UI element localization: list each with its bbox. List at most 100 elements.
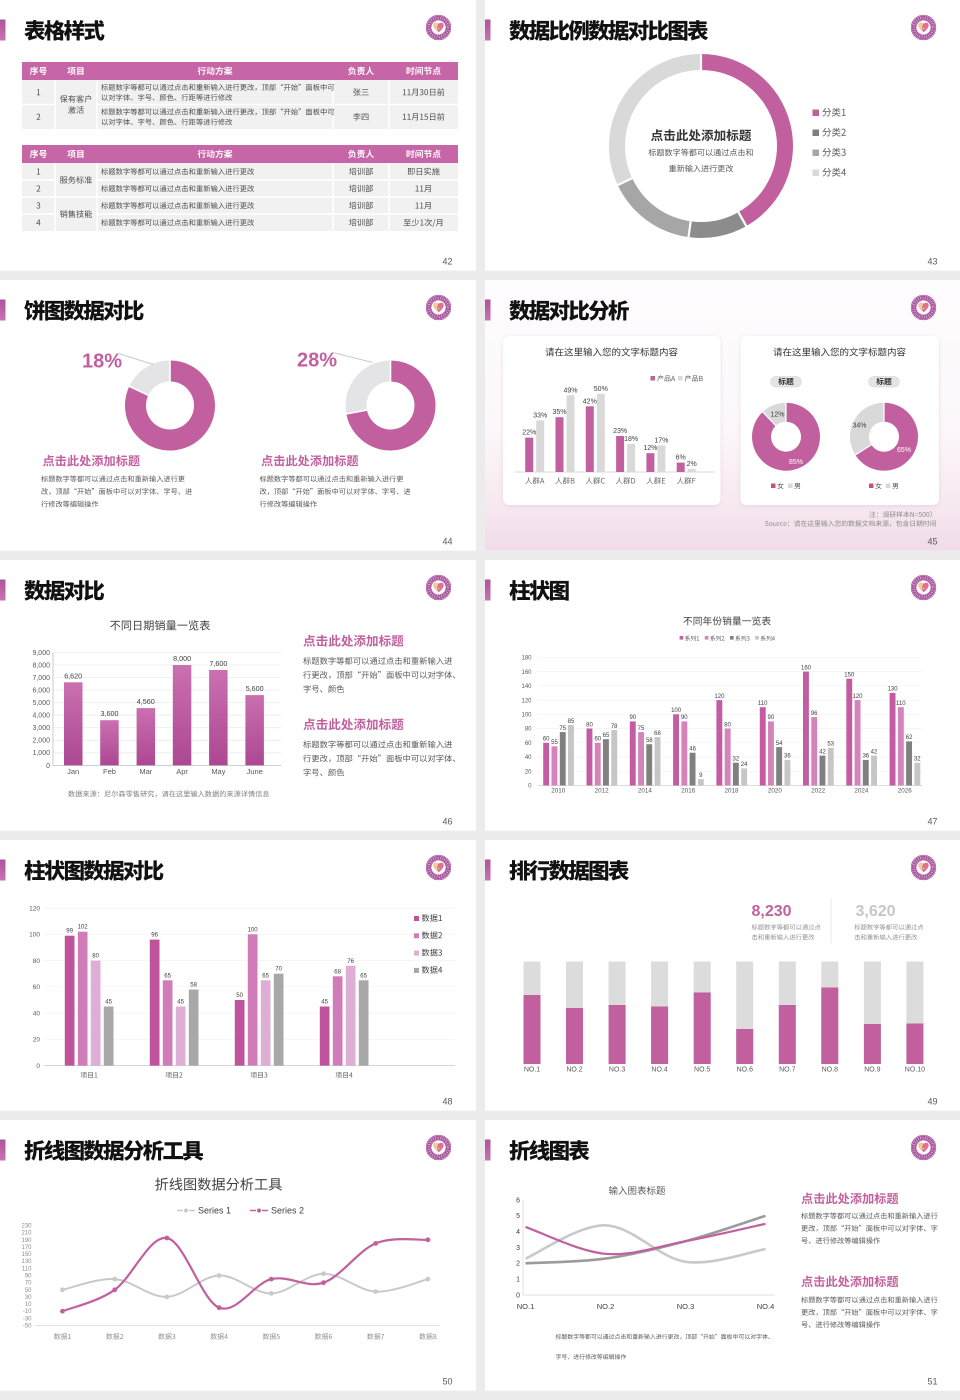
svg-text:2,000: 2,000 xyxy=(32,738,50,745)
svg-text:130: 130 xyxy=(887,687,898,693)
svg-text:30: 30 xyxy=(25,1295,32,1301)
svg-text:1: 1 xyxy=(516,1277,520,1284)
svg-text:-50: -50 xyxy=(23,1324,32,1330)
svg-text:68: 68 xyxy=(654,731,661,737)
svg-text:60: 60 xyxy=(33,984,41,991)
svg-text:3,620: 3,620 xyxy=(855,903,895,920)
svg-text:54: 54 xyxy=(775,741,782,747)
svg-text:160: 160 xyxy=(521,670,532,676)
svg-text:6,620: 6,620 xyxy=(64,671,82,680)
svg-text:NO.1: NO.1 xyxy=(523,1067,539,1074)
svg-text:180: 180 xyxy=(521,656,532,662)
svg-text:4,560: 4,560 xyxy=(137,697,155,706)
svg-text:90: 90 xyxy=(680,715,687,721)
svg-text:160: 160 xyxy=(800,665,811,671)
svg-text:32: 32 xyxy=(732,757,739,763)
svg-text:36: 36 xyxy=(862,754,869,760)
svg-text:42%: 42% xyxy=(582,398,596,405)
svg-text:50: 50 xyxy=(236,993,243,999)
svg-text:120: 120 xyxy=(852,694,863,700)
svg-text:120: 120 xyxy=(521,698,532,704)
svg-text:24: 24 xyxy=(740,762,747,768)
svg-text:18%: 18% xyxy=(624,436,638,443)
svg-text:80: 80 xyxy=(33,958,41,965)
svg-text:62: 62 xyxy=(905,735,912,741)
svg-text:20: 20 xyxy=(33,1037,41,1044)
svg-text:75: 75 xyxy=(637,726,644,732)
svg-text:NO.1: NO.1 xyxy=(516,1302,534,1311)
svg-text:102: 102 xyxy=(78,925,89,931)
svg-text:18%: 18% xyxy=(82,351,122,373)
svg-text:2020: 2020 xyxy=(767,787,782,794)
svg-text:3,000: 3,000 xyxy=(32,725,50,732)
svg-text:80: 80 xyxy=(524,727,531,733)
svg-text:70: 70 xyxy=(275,967,282,973)
svg-text:85: 85 xyxy=(567,719,574,725)
svg-text:NO.10: NO.10 xyxy=(904,1067,924,1074)
svg-text:65: 65 xyxy=(360,973,367,979)
svg-text:-30: -30 xyxy=(23,1316,32,1322)
svg-text:2012: 2012 xyxy=(594,787,609,794)
svg-text:53: 53 xyxy=(827,742,834,748)
svg-text:0: 0 xyxy=(36,1063,40,1070)
svg-text:78: 78 xyxy=(610,724,617,730)
svg-text:2024: 2024 xyxy=(854,787,869,794)
svg-text:58: 58 xyxy=(645,738,652,744)
svg-text:80: 80 xyxy=(724,722,731,728)
svg-text:90: 90 xyxy=(25,1274,32,1280)
svg-text:47: 47 xyxy=(927,817,937,827)
svg-text:June: June xyxy=(247,767,263,776)
svg-text:2018: 2018 xyxy=(724,787,739,794)
svg-text:NO.5: NO.5 xyxy=(694,1067,710,1074)
svg-text:33%: 33% xyxy=(533,412,547,419)
svg-text:NO.7: NO.7 xyxy=(779,1067,795,1074)
svg-text:0: 0 xyxy=(528,784,532,790)
svg-text:150: 150 xyxy=(21,1252,32,1258)
svg-text:42: 42 xyxy=(819,749,826,755)
svg-text:65: 65 xyxy=(164,973,171,979)
svg-text:3: 3 xyxy=(516,1245,520,1252)
svg-text:120: 120 xyxy=(29,905,40,912)
svg-text:8,000: 8,000 xyxy=(173,654,191,663)
svg-text:140: 140 xyxy=(521,684,532,690)
svg-text:Series 1: Series 1 xyxy=(198,1206,231,1216)
svg-text:46: 46 xyxy=(442,817,452,827)
svg-text:42: 42 xyxy=(442,257,452,267)
svg-text:190: 190 xyxy=(21,1238,32,1244)
svg-text:60: 60 xyxy=(594,737,601,743)
svg-text:58: 58 xyxy=(190,983,197,989)
svg-text:0: 0 xyxy=(46,763,50,770)
svg-text:210: 210 xyxy=(21,1231,32,1237)
svg-text:NO.3: NO.3 xyxy=(676,1302,694,1311)
svg-text:NO.2: NO.2 xyxy=(566,1067,582,1074)
svg-text:80: 80 xyxy=(586,722,593,728)
svg-text:42: 42 xyxy=(870,749,877,755)
svg-text:2016: 2016 xyxy=(681,787,696,794)
svg-text:Feb: Feb xyxy=(103,767,116,776)
svg-text:4,000: 4,000 xyxy=(32,713,50,720)
svg-text:2: 2 xyxy=(516,1261,520,1268)
svg-text:Series 2: Series 2 xyxy=(271,1206,304,1216)
svg-text:23%: 23% xyxy=(613,428,627,435)
svg-text:50: 50 xyxy=(25,1288,32,1294)
svg-text:3,600: 3,600 xyxy=(101,709,119,718)
svg-text:NO.9: NO.9 xyxy=(864,1067,880,1074)
svg-text:85%: 85% xyxy=(788,459,802,466)
svg-text:43: 43 xyxy=(927,257,937,267)
svg-text:40: 40 xyxy=(524,755,531,761)
svg-text:65: 65 xyxy=(262,973,269,979)
svg-text:110: 110 xyxy=(757,701,767,707)
svg-text:60: 60 xyxy=(542,737,549,743)
svg-text:45: 45 xyxy=(105,1000,112,1006)
svg-text:8,230: 8,230 xyxy=(751,903,791,920)
svg-text:90: 90 xyxy=(629,715,636,721)
svg-text:100: 100 xyxy=(29,932,40,939)
svg-text:170: 170 xyxy=(21,1245,32,1251)
svg-text:76: 76 xyxy=(347,959,354,965)
svg-text:NO.2: NO.2 xyxy=(596,1302,614,1311)
svg-text:4: 4 xyxy=(516,1229,520,1236)
svg-text:NO.4: NO.4 xyxy=(651,1067,667,1074)
svg-text:48: 48 xyxy=(442,1097,452,1107)
svg-text:80: 80 xyxy=(92,954,99,960)
svg-text:-10: -10 xyxy=(23,1309,32,1315)
